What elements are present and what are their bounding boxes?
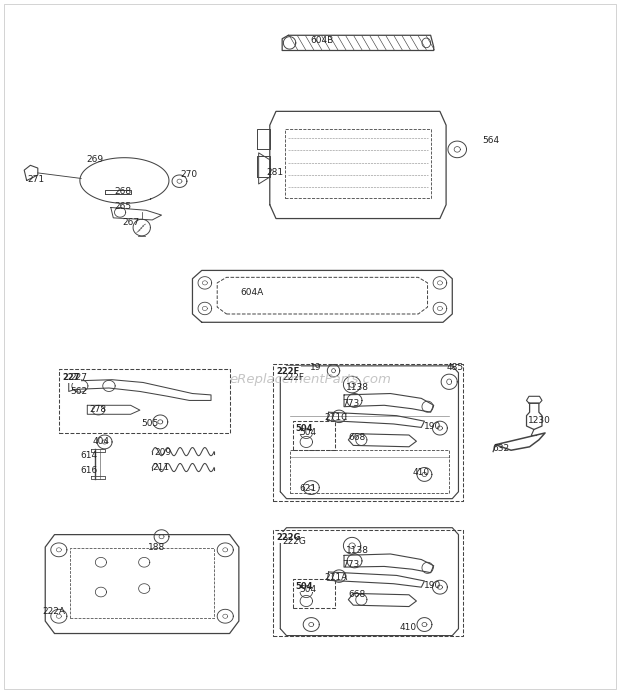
Text: 668: 668	[348, 432, 366, 441]
Text: 222F: 222F	[277, 367, 300, 376]
Text: 281: 281	[267, 168, 284, 177]
Text: 269: 269	[86, 155, 103, 164]
Text: 227: 227	[63, 373, 80, 382]
Text: 190: 190	[425, 421, 441, 430]
Text: 278: 278	[89, 405, 106, 414]
Text: 485: 485	[446, 363, 463, 372]
Text: 614: 614	[80, 451, 97, 460]
Text: 773: 773	[342, 560, 360, 569]
Text: 504: 504	[296, 581, 313, 590]
Text: 773: 773	[342, 398, 360, 407]
Text: 19: 19	[310, 363, 322, 372]
Text: 1230: 1230	[528, 416, 551, 425]
Text: eReplacementParts.com: eReplacementParts.com	[229, 374, 391, 386]
Text: 222A: 222A	[43, 607, 66, 616]
Text: 267: 267	[122, 218, 139, 227]
Text: 1138: 1138	[346, 546, 369, 555]
Text: 209: 209	[154, 448, 171, 457]
Text: 222F: 222F	[283, 373, 305, 382]
Text: 227: 227	[70, 373, 87, 382]
Text: 271C: 271C	[325, 412, 348, 421]
Text: 616: 616	[80, 466, 97, 475]
Text: 632: 632	[492, 444, 510, 453]
Text: 222G: 222G	[277, 533, 301, 542]
Text: 604A: 604A	[241, 288, 264, 297]
Text: 1138: 1138	[346, 383, 369, 392]
Text: 188: 188	[148, 543, 165, 552]
Text: 504: 504	[296, 424, 313, 433]
Text: 504: 504	[299, 428, 317, 437]
Text: 410: 410	[400, 624, 417, 633]
Text: 190: 190	[425, 581, 441, 590]
Text: 505: 505	[142, 419, 159, 428]
Text: 668: 668	[348, 590, 366, 599]
Text: 562: 562	[70, 387, 87, 396]
Text: 410: 410	[412, 468, 429, 477]
Text: 268: 268	[114, 187, 131, 196]
Text: 211: 211	[153, 463, 169, 472]
Text: 504: 504	[299, 586, 317, 595]
Text: 222G: 222G	[283, 537, 307, 546]
Text: 270: 270	[180, 170, 197, 179]
Text: 271: 271	[27, 175, 45, 184]
Text: 265: 265	[114, 202, 131, 211]
Text: 404: 404	[92, 437, 109, 446]
Text: 621: 621	[299, 484, 317, 493]
Text: 564: 564	[482, 136, 499, 145]
Text: 271A: 271A	[325, 573, 348, 582]
Text: 604B: 604B	[310, 36, 334, 45]
